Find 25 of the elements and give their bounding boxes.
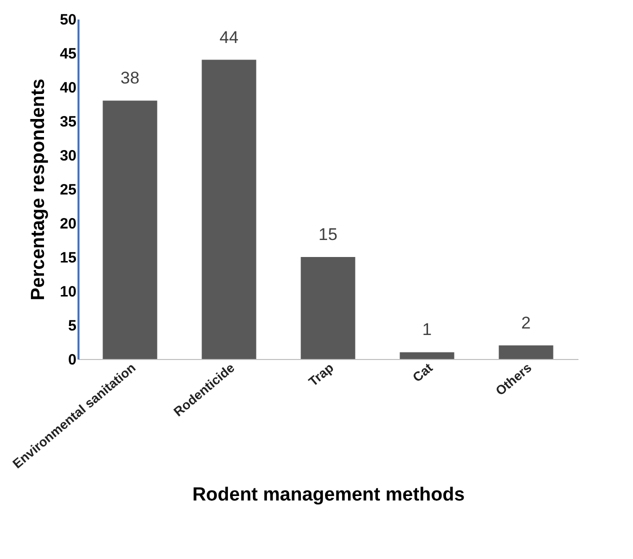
bar — [202, 60, 256, 359]
bar — [400, 352, 454, 359]
y-tick-label: 10 — [60, 284, 76, 300]
y-tick-label: 35 — [60, 114, 76, 130]
data-label: 44 — [220, 28, 238, 47]
data-label: 2 — [521, 313, 531, 332]
bar — [102, 100, 158, 359]
x-axis-title: Rodent management methods — [192, 484, 465, 506]
bar — [300, 257, 356, 359]
x-tick-label: Trap — [306, 360, 336, 390]
y-tick-label: 20 — [60, 216, 76, 232]
data-label: 38 — [120, 68, 140, 88]
y-tick-label: 50 — [60, 12, 76, 28]
bar — [498, 345, 554, 359]
data-label: 15 — [318, 225, 338, 244]
data-label: 1 — [422, 320, 432, 340]
y-axis-title: Percentage respondents — [28, 78, 49, 300]
y-tick-label: 15 — [60, 250, 76, 266]
y-tick-label: 0 — [68, 352, 76, 368]
x-tick-label: Cat — [410, 360, 436, 385]
y-tick-label: 25 — [60, 182, 76, 198]
y-tick-label: 40 — [60, 80, 76, 96]
y-tick-label: 5 — [68, 318, 76, 334]
y-tick-label: 30 — [60, 148, 76, 164]
y-tick-label: 45 — [60, 46, 76, 62]
